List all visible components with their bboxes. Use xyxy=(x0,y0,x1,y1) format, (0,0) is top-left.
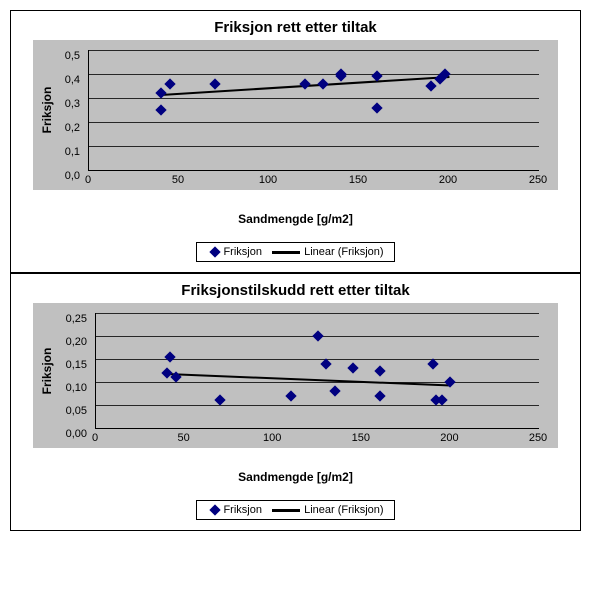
x-tick-label: 0 xyxy=(92,432,98,444)
y-axis-label: Friksjon xyxy=(40,347,54,394)
grid-line xyxy=(89,122,539,123)
grid-line xyxy=(89,50,539,51)
trend-line xyxy=(167,373,451,386)
legend-line-icon xyxy=(272,251,300,254)
grid-line xyxy=(96,313,539,314)
data-point xyxy=(317,78,328,89)
grid-line xyxy=(89,98,539,99)
plot-area xyxy=(88,50,539,171)
chart-stage: 0,000,050,100,150,200,25050100150200250F… xyxy=(33,303,558,448)
legend-series-label: Friksjon xyxy=(223,504,262,516)
data-point xyxy=(425,80,436,91)
x-tick-label: 150 xyxy=(349,174,367,186)
data-point xyxy=(347,363,358,374)
legend-series-label: Friksjon xyxy=(223,246,262,258)
grid-line xyxy=(96,405,539,406)
x-tick-label: 150 xyxy=(352,432,370,444)
chart-title: Friksjonstilskudd rett etter tiltak xyxy=(11,274,580,303)
data-point xyxy=(371,102,382,113)
legend: Friksjon Linear (Friksjon) xyxy=(11,492,580,530)
data-point xyxy=(155,104,166,115)
x-tick-label: 50 xyxy=(172,174,184,186)
legend-line-icon xyxy=(272,509,300,512)
data-point xyxy=(209,78,220,89)
chart-title: Friksjon rett etter tiltak xyxy=(11,11,580,40)
x-tick-label: 50 xyxy=(177,432,189,444)
x-axis-label: Sandmengde [g/m2] xyxy=(11,466,580,492)
data-point xyxy=(285,390,296,401)
chart-panel: Friksjonstilskudd rett etter tiltak0,000… xyxy=(10,273,581,531)
grid-line xyxy=(89,146,539,147)
data-point xyxy=(299,78,310,89)
grid-line xyxy=(96,359,539,360)
plot-area xyxy=(95,313,539,429)
data-point xyxy=(312,330,323,341)
grid-line xyxy=(96,382,539,383)
legend: Friksjon Linear (Friksjon) xyxy=(11,234,580,272)
x-tick-label: 200 xyxy=(439,174,457,186)
x-tick-label: 250 xyxy=(529,174,547,186)
x-axis-label: Sandmengde [g/m2] xyxy=(11,208,580,234)
chart-stage: 0,00,10,20,30,40,5050100150200250Friksjo… xyxy=(33,40,558,190)
x-tick-label: 200 xyxy=(440,432,458,444)
data-point xyxy=(374,390,385,401)
x-tick-label: 100 xyxy=(263,432,281,444)
data-point xyxy=(164,78,175,89)
chart-panel: Friksjon rett etter tiltak0,00,10,20,30,… xyxy=(10,10,581,273)
legend-box: Friksjon Linear (Friksjon) xyxy=(196,242,394,262)
data-point xyxy=(330,386,341,397)
legend-trend-label: Linear (Friksjon) xyxy=(304,246,383,258)
legend-trend-label: Linear (Friksjon) xyxy=(304,504,383,516)
x-tick-label: 250 xyxy=(529,432,547,444)
data-point xyxy=(374,365,385,376)
x-tick-label: 0 xyxy=(85,174,91,186)
data-point xyxy=(165,351,176,362)
x-tick-label: 100 xyxy=(259,174,277,186)
legend-box: Friksjon Linear (Friksjon) xyxy=(196,500,394,520)
legend-marker-icon xyxy=(210,504,221,515)
y-axis-label: Friksjon xyxy=(40,87,54,134)
legend-marker-icon xyxy=(210,246,221,257)
grid-line xyxy=(89,74,539,75)
